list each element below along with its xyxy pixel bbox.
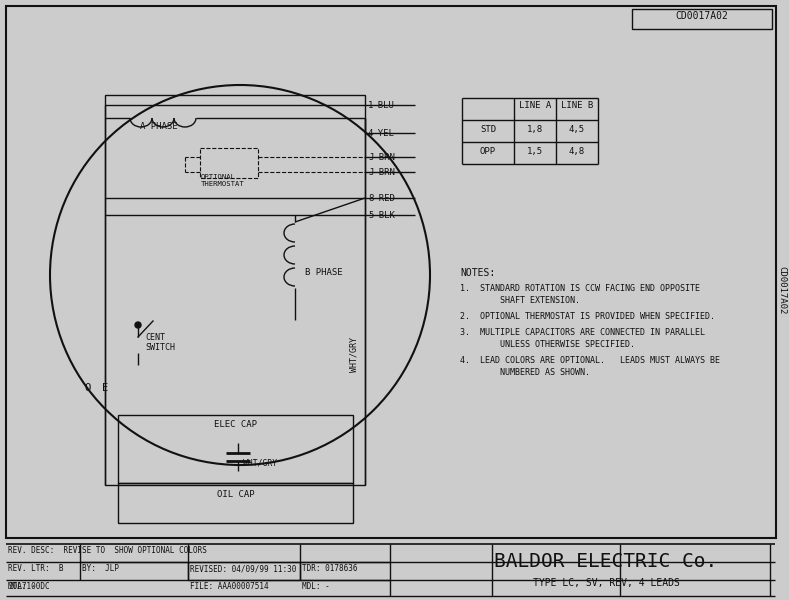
Text: BY:  JLP: BY: JLP	[82, 564, 119, 573]
Text: 2.  OPTIONAL THERMOSTAT IS PROVIDED WHEN SPECIFIED.: 2. OPTIONAL THERMOSTAT IS PROVIDED WHEN …	[460, 312, 715, 321]
Text: REVISED: 04/09/99 11:30: REVISED: 04/09/99 11:30	[190, 564, 297, 573]
Text: 1,8: 1,8	[527, 125, 543, 134]
Text: STD: STD	[480, 125, 496, 134]
Text: 1,5: 1,5	[527, 147, 543, 156]
Text: BALDOR ELECTRIC Co.: BALDOR ELECTRIC Co.	[495, 552, 718, 571]
Bar	[200, 148, 258, 178]
Text: WHT/GRY: WHT/GRY	[350, 337, 359, 373]
Text: OPP: OPP	[480, 147, 496, 156]
Text: FILE: AAA00007514: FILE: AAA00007514	[190, 582, 268, 591]
Text: SHAFT EXTENSION.: SHAFT EXTENSION.	[460, 296, 580, 305]
Text: J-BRN: J-BRN	[368, 153, 394, 162]
Text: OPTIONAL
THERMOSTAT: OPTIONAL THERMOSTAT	[201, 174, 245, 187]
Text: MDL: -: MDL: -	[302, 582, 330, 591]
Text: A PHASE: A PHASE	[140, 122, 178, 131]
Bar	[105, 95, 365, 485]
Text: 20A7100DC: 20A7100DC	[8, 582, 50, 591]
Text: NUMBERED AS SHOWN.: NUMBERED AS SHOWN.	[460, 368, 590, 377]
Circle shape	[135, 322, 141, 328]
Text: UNLESS OTHERWISE SPECIFIED.: UNLESS OTHERWISE SPECIFIED.	[460, 340, 635, 349]
Text: 5-BLK: 5-BLK	[368, 211, 394, 220]
Text: LINE A: LINE A	[519, 101, 552, 110]
Text: MTL: -: MTL: -	[8, 582, 36, 591]
Text: NOTES:: NOTES:	[460, 268, 495, 278]
Bar	[118, 483, 353, 523]
Text: ELEC CAP: ELEC CAP	[214, 420, 257, 429]
Text: 1.  STANDARD ROTATION IS CCW FACING END OPPOSITE: 1. STANDARD ROTATION IS CCW FACING END O…	[460, 284, 700, 293]
Bar	[118, 415, 353, 483]
Text: WHT/GRY: WHT/GRY	[243, 459, 277, 468]
Text: 4,8: 4,8	[569, 147, 585, 156]
Text: TYPE LC, SV, REV, 4 LEADS: TYPE LC, SV, REV, 4 LEADS	[533, 578, 679, 588]
Text: TDR: 0178636: TDR: 0178636	[302, 564, 357, 573]
Text: 1-BLU: 1-BLU	[368, 101, 394, 110]
Text: CD0017A02: CD0017A02	[675, 11, 728, 21]
Text: 4-YEL: 4-YEL	[368, 129, 394, 138]
Text: B PHASE: B PHASE	[305, 268, 342, 277]
Text: 8-RED: 8-RED	[368, 194, 394, 203]
Text: O: O	[85, 383, 91, 393]
Text: REV. DESC:  REVISE TO  SHOW OPTIONAL COLORS: REV. DESC: REVISE TO SHOW OPTIONAL COLOR…	[8, 546, 207, 555]
Text: J-BRN: J-BRN	[368, 168, 394, 177]
Text: REV. LTR:  B: REV. LTR: B	[8, 564, 63, 573]
Text: 3.  MULTIPLE CAPACITORS ARE CONNECTED IN PARALLEL: 3. MULTIPLE CAPACITORS ARE CONNECTED IN …	[460, 328, 705, 337]
Bar	[6, 6, 776, 538]
Text: E: E	[102, 383, 108, 393]
Text: CENT
SWITCH: CENT SWITCH	[145, 333, 175, 352]
Text: 4.  LEAD COLORS ARE OPTIONAL.   LEADS MUST ALWAYS BE: 4. LEAD COLORS ARE OPTIONAL. LEADS MUST …	[460, 356, 720, 365]
Text: CD0017A02: CD0017A02	[777, 266, 787, 314]
Text: 4,5: 4,5	[569, 125, 585, 134]
Text: LINE B: LINE B	[561, 101, 593, 110]
Text: OIL CAP: OIL CAP	[217, 490, 254, 499]
Bar	[632, 9, 772, 29]
